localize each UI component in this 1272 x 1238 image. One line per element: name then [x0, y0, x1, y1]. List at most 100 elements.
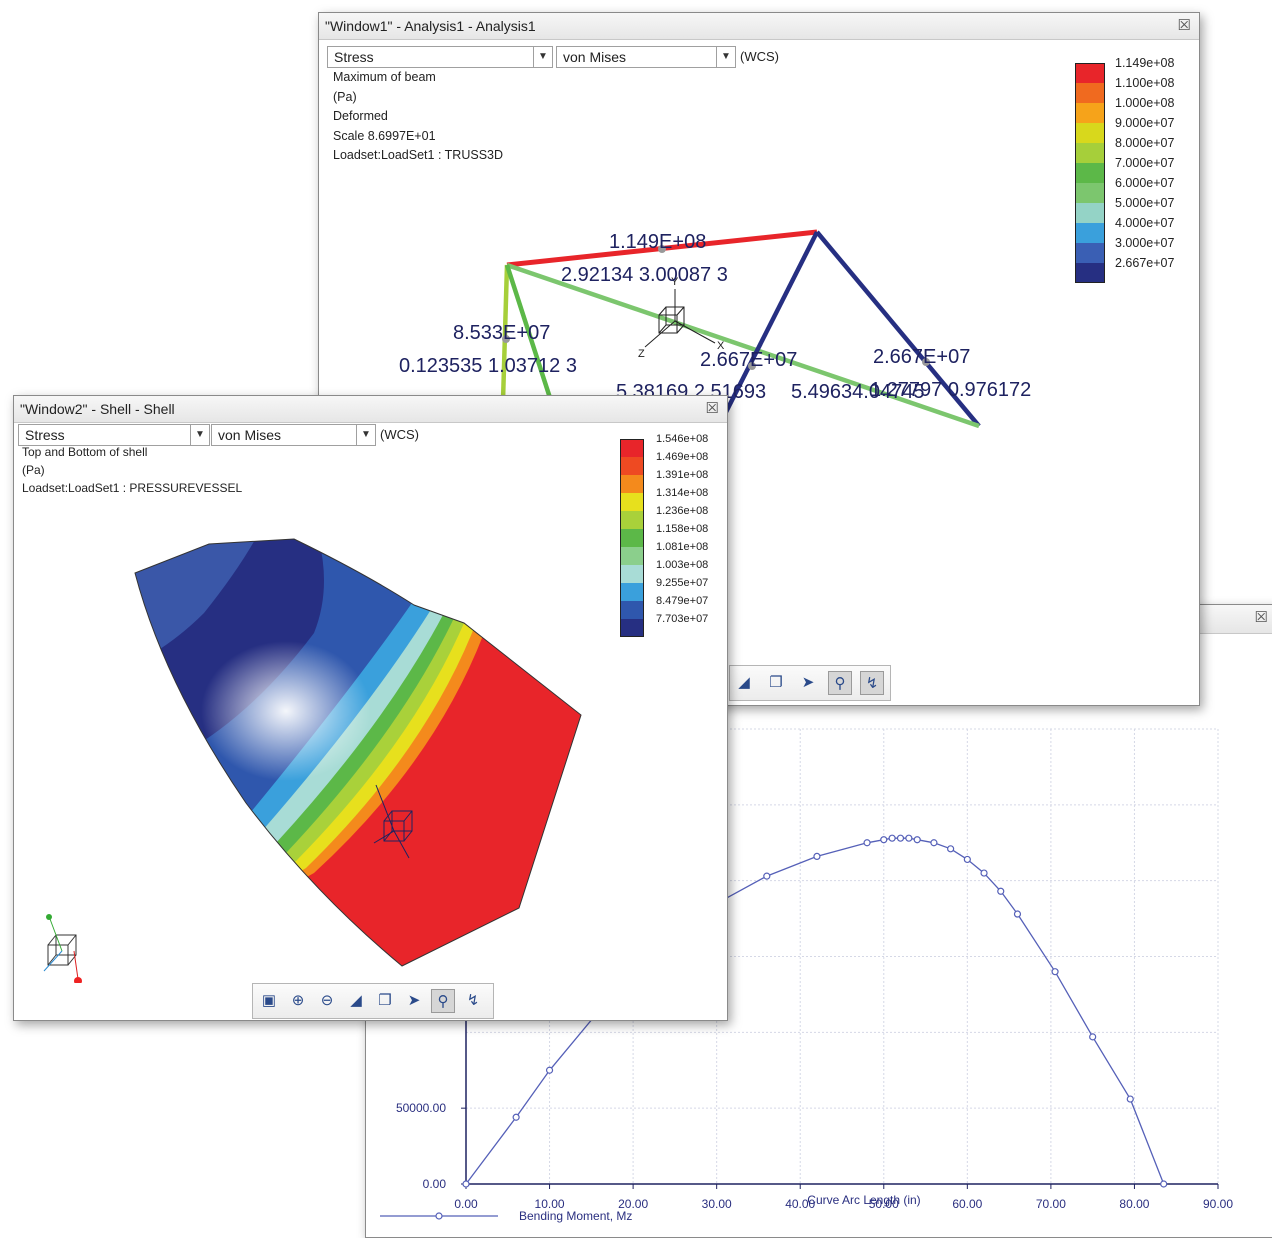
- chevron-down-icon[interactable]: ▼: [190, 425, 209, 445]
- legend-value: 7.703e+07: [656, 613, 709, 625]
- max-stress-coords: 2.92134 3.00087 3: [561, 264, 728, 286]
- info-icon[interactable]: ↯: [860, 671, 884, 695]
- legend-series-marker: [435, 1212, 443, 1220]
- coords-annotation-left: 0.123535 1.03712 3: [399, 355, 577, 377]
- data-point: [1051, 968, 1059, 976]
- component-select[interactable]: von Mises ▼: [211, 424, 376, 446]
- shell-view-toolbar: ▣ ⊕ ⊖ ◢ ❐ ➤ ⚲ ↯: [252, 983, 494, 1019]
- triad-y-label: Y: [671, 276, 679, 288]
- chevron-down-icon[interactable]: ▼: [533, 47, 552, 67]
- data-point: [880, 836, 888, 844]
- close-icon[interactable]: ☒: [1177, 17, 1191, 34]
- pan-icon[interactable]: ◢: [738, 674, 750, 691]
- triad-x-label: X: [717, 340, 725, 352]
- legend-swatch: [1075, 83, 1105, 103]
- quantity-select[interactable]: Stress ▼: [327, 46, 553, 68]
- legend-value: 1.000e+08: [1115, 96, 1175, 110]
- close-icon[interactable]: ☒: [705, 400, 719, 417]
- legend-value: 9.000e+07: [1115, 116, 1175, 130]
- coordinate-triad: [373, 784, 413, 859]
- dynamic-query-icon[interactable]: ➤: [801, 674, 815, 691]
- legend-swatch: [620, 439, 644, 457]
- legend-swatch: [1075, 243, 1105, 263]
- data-point: [888, 834, 896, 842]
- legend-swatch: [1075, 63, 1105, 83]
- x-tick-label: 20.00: [618, 1197, 648, 1211]
- legend-swatch: [620, 619, 644, 637]
- legend-value: 5.000e+07: [1115, 196, 1175, 210]
- data-point: [763, 872, 771, 880]
- data-point: [896, 834, 905, 842]
- x-tick-label: 30.00: [702, 1197, 732, 1211]
- component-select[interactable]: von Mises ▼: [556, 46, 736, 68]
- copy-icon[interactable]: ❐: [769, 674, 783, 691]
- copy-icon[interactable]: ❐: [378, 992, 392, 1009]
- truss-member: [504, 264, 554, 402]
- legend-value: 6.000e+07: [1115, 176, 1175, 190]
- info-icon[interactable]: ↯: [466, 992, 480, 1009]
- truss-member: [500, 264, 510, 402]
- chevron-down-icon[interactable]: ▼: [716, 47, 735, 67]
- chevron-down-icon[interactable]: ▼: [356, 425, 375, 445]
- legend-value: 8.000e+07: [1115, 136, 1175, 150]
- axis-x-marker: [74, 977, 82, 983]
- coordinate-system-label: (WCS): [740, 49, 779, 64]
- x-tick-label: 60.00: [952, 1197, 982, 1211]
- data-point: [930, 839, 938, 847]
- beam-midpoint-marker: [748, 362, 756, 370]
- data-point: [1126, 1095, 1134, 1103]
- stress-annotation-right: 2.667E+07: [873, 346, 970, 368]
- x-tick-label: 90.00: [1203, 1197, 1233, 1211]
- beam-midpoint-marker: [922, 358, 930, 366]
- data-point: [863, 839, 871, 847]
- close-icon[interactable]: ☒: [1254, 609, 1268, 626]
- data-point: [813, 852, 821, 860]
- data-point: [963, 855, 971, 864]
- zoom-fit-icon[interactable]: ▣: [261, 992, 277, 1009]
- legend-swatch: [620, 511, 644, 529]
- legend-swatch: [1075, 143, 1105, 163]
- beam-midpoint-marker: [658, 245, 666, 253]
- legend-swatch: [620, 547, 644, 565]
- zoom-out-icon[interactable]: ⊖: [320, 992, 334, 1009]
- data-point: [512, 1113, 520, 1121]
- stress-annotation-mid: 2.667E+07: [700, 349, 797, 371]
- legend-swatch: [620, 493, 644, 511]
- truss-window-titlebar[interactable]: "Window1" - Analysis1 - Analysis1 ☒: [319, 13, 1199, 40]
- truss-model-view: Y X Z 1.149E+08 2.92134 3.00087 3 8.533E…: [399, 229, 1031, 429]
- data-point: [980, 869, 988, 877]
- x-tick-label: 80.00: [1119, 1197, 1149, 1211]
- shell-window: "Window2" - Shell - Shell ☒ Stress ▼ von…: [13, 395, 728, 1021]
- dynamic-query-icon[interactable]: ➤: [407, 992, 421, 1009]
- truss-view-toolbar: ◢ ❐ ➤ ⚲ ↯: [729, 665, 891, 701]
- legend-series-name: Bending Moment, Mz: [519, 1209, 632, 1223]
- legend-swatch: [620, 529, 644, 547]
- shell-window-titlebar[interactable]: "Window2" - Shell - Shell ☒: [14, 396, 727, 423]
- legend-value: 1.469e+08: [656, 451, 709, 463]
- coordinate-triad: [644, 289, 716, 348]
- x-tick-label: 10.00: [535, 1197, 565, 1211]
- legend-value: 1.314e+08: [656, 487, 709, 499]
- legend-swatch: [620, 601, 644, 619]
- legend-swatch: [1075, 263, 1105, 283]
- legend-swatch: [1075, 103, 1105, 123]
- window-title: "Window2" - Shell - Shell: [20, 401, 175, 417]
- stress-contour: [135, 539, 581, 966]
- pan-icon[interactable]: ◢: [350, 992, 362, 1009]
- view-orientation-triad: [43, 918, 79, 980]
- legend-swatch: [1075, 183, 1105, 203]
- zoom-in-icon[interactable]: ⊕: [291, 992, 305, 1009]
- quantity-select[interactable]: Stress ▼: [18, 424, 210, 446]
- result-info: Top and Bottom of shell (Pa) Loadset:Loa…: [22, 445, 243, 495]
- legend-value: 1.546e+08: [656, 433, 709, 445]
- x-tick-label: 40.00: [785, 1197, 815, 1211]
- probe-icon[interactable]: ⚲: [828, 671, 852, 695]
- result-info: Maximum of beam (Pa) Deformed Scale 8.69…: [333, 70, 504, 162]
- data-point: [1013, 910, 1022, 918]
- probe-icon[interactable]: ⚲: [431, 989, 455, 1013]
- legend-swatch: [1075, 203, 1105, 223]
- legend-value: 2.667e+07: [1115, 256, 1175, 270]
- axis-y-marker: [46, 914, 52, 920]
- legend-value: 4.000e+07: [1115, 216, 1175, 230]
- x-tick-label: 50.00: [869, 1197, 899, 1211]
